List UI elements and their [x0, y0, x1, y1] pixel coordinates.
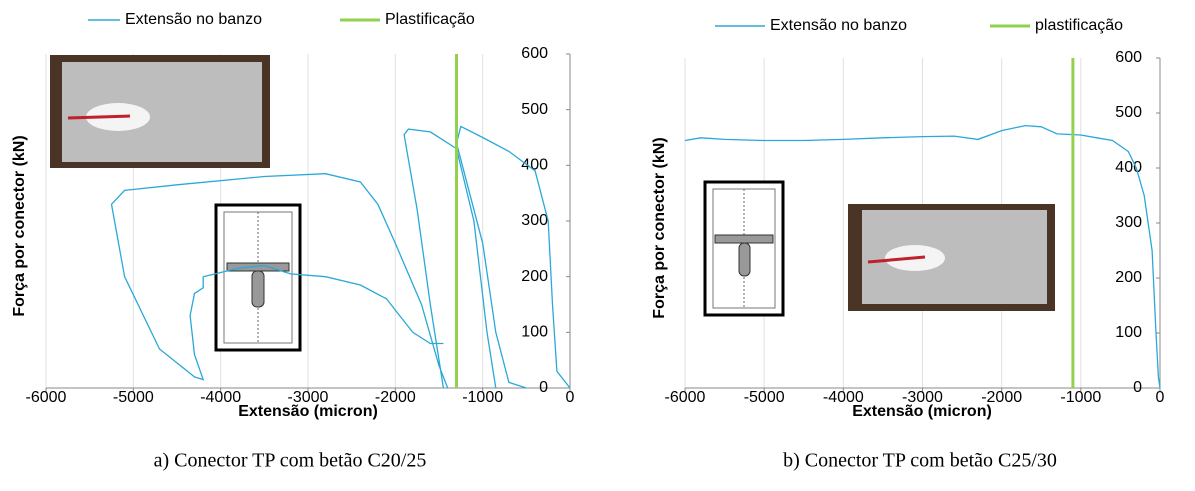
photo-inset — [848, 204, 1055, 311]
y-tick-label: 400 — [521, 157, 548, 174]
x-tick-label: -5000 — [113, 389, 154, 406]
x-tick-label: -1000 — [462, 389, 503, 406]
y-tick-label: 500 — [1115, 104, 1142, 121]
x-tick-label: -1000 — [1060, 389, 1101, 406]
y-tick-label: 400 — [1115, 159, 1142, 176]
series-line — [684, 124, 1161, 389]
y-tick-label: 600 — [521, 45, 548, 62]
legend-label: Extensão no banzo — [770, 17, 907, 34]
legend-label: Extensão no banzo — [125, 11, 262, 28]
caption: b) Conector TP com betão C25/30 — [783, 450, 1057, 472]
x-tick-label: -2000 — [981, 389, 1022, 406]
y-tick-label: 100 — [521, 324, 548, 341]
y-tick-label: 300 — [521, 212, 548, 229]
y-axis-title: Força por conector (kN) — [11, 135, 28, 316]
y-tick-label: 100 — [1115, 324, 1142, 341]
x-tick-label: 0 — [566, 389, 575, 406]
y-tick-label: 0 — [1133, 379, 1142, 396]
y-tick-label: 500 — [521, 101, 548, 118]
x-tick-label: -2000 — [375, 389, 416, 406]
y-tick-label: 0 — [539, 379, 548, 396]
x-tick-label: -4000 — [823, 389, 864, 406]
y-tick-label: 200 — [521, 268, 548, 285]
section-diagram — [703, 180, 785, 317]
x-tick-label: -6000 — [665, 389, 706, 406]
x-tick-label: -3000 — [902, 389, 943, 406]
x-tick-label: -4000 — [200, 389, 241, 406]
caption: a) Conector TP com betão C20/25 — [154, 450, 427, 472]
x-axis-title: Extensão (micron) — [852, 403, 992, 420]
y-axis-title: Força por conector (kN) — [651, 137, 668, 318]
photo-inset — [50, 55, 270, 168]
legend-label: Plastificação — [385, 11, 475, 28]
x-tick-label: 0 — [1156, 389, 1165, 406]
y-tick-label: 300 — [1115, 214, 1142, 231]
series-line — [110, 125, 571, 389]
y-tick-label: 200 — [1115, 269, 1142, 286]
legend-label: plastificação — [1035, 17, 1123, 34]
x-axis-title: Extensão (micron) — [238, 403, 378, 420]
x-tick-label: -6000 — [26, 389, 67, 406]
y-tick-label: 600 — [1115, 49, 1142, 66]
x-tick-label: -3000 — [288, 389, 329, 406]
section-diagram — [214, 203, 302, 352]
x-tick-label: -5000 — [744, 389, 785, 406]
